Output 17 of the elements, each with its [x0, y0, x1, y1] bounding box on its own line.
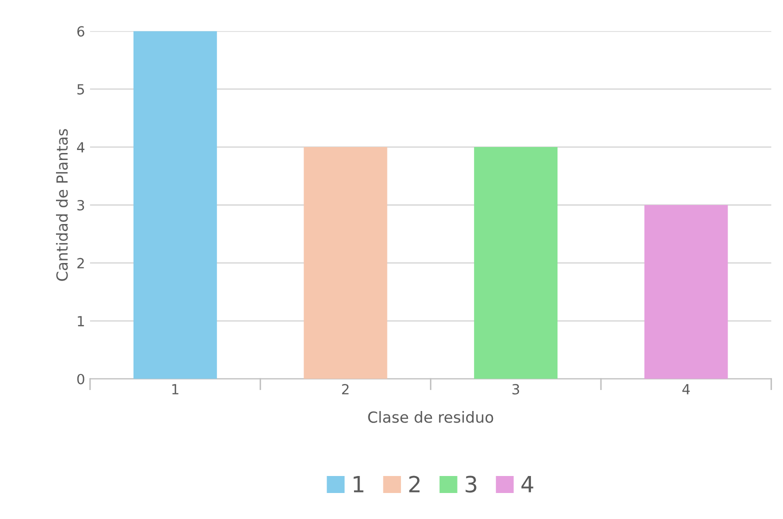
x-tick-label: 3 [512, 384, 520, 394]
y-axis-title: Cantidad de Plantas [56, 129, 68, 281]
y-tick-label: 3 [77, 200, 84, 210]
legend-label: 2 [409, 476, 420, 492]
y-tick-label: 6 [77, 26, 84, 37]
y-tick-label: 2 [77, 258, 84, 268]
y-tick-label: 5 [77, 84, 84, 95]
y-tick-label: 1 [78, 316, 84, 326]
legend-label: 3 [466, 476, 476, 493]
x-axis-title: Clase de residuo [368, 411, 494, 423]
x-tick-label: 4 [682, 384, 690, 394]
x-tick-label: 2 [342, 384, 349, 394]
x-tick-label: 1 [172, 384, 178, 394]
legend-label: 4 [521, 476, 534, 492]
y-tick-label: 4 [77, 142, 84, 152]
legend-label: 1 [354, 476, 364, 492]
y-tick-label: 0 [77, 374, 84, 384]
